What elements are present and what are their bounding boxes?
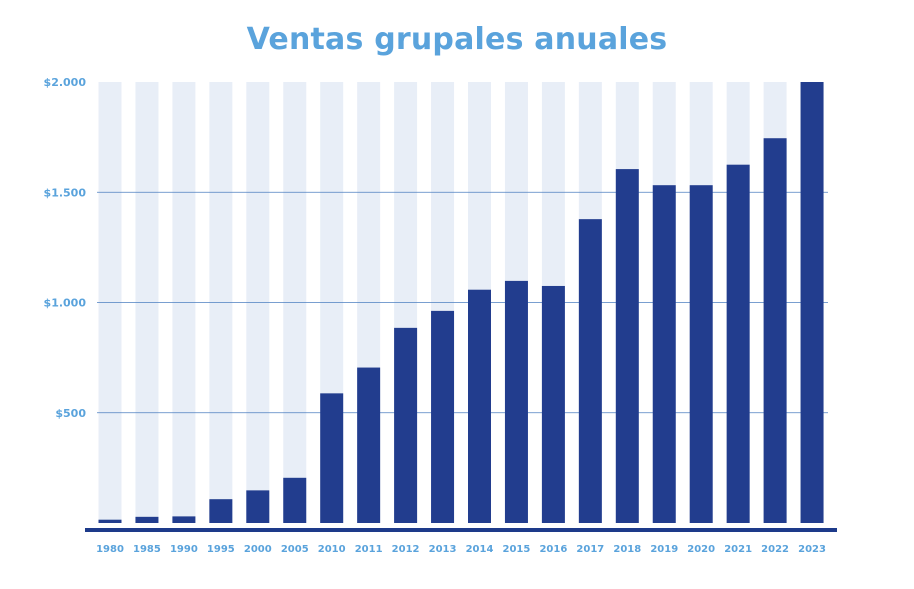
bar-2012 [394,327,418,523]
x-tick-label: 2011 [355,544,383,555]
x-axis-baseline [85,528,837,532]
x-axis-tick-labels: 1980 1985 1990 1995 2000 2005 2010 2011 2012 2013… [96,544,826,555]
x-tick-label: 2022 [761,544,789,555]
bar-2019 [652,185,676,523]
x-tick-label: 2015 [503,544,531,555]
bar-1980 [98,519,122,523]
x-tick-label: 2020 [687,544,715,555]
bar-2011 [357,367,381,523]
bar-1995 [209,499,233,523]
bar-2005 [283,477,307,523]
x-tick-label: 2017 [576,544,604,555]
bar-2013 [431,310,455,523]
x-tick-label: 1985 [133,544,161,555]
y-axis-tick-labels: $500 $1.000 $1.500 $2.000 [44,76,87,420]
bars [98,82,824,524]
bar-2014 [468,289,491,523]
x-tick-label: 2023 [798,544,826,555]
bar-1990 [172,516,196,523]
bar-2020 [689,185,713,523]
bar-2023 [800,82,824,523]
x-tick-label: 2013 [429,544,457,555]
y-tick-label: $1.500 [44,186,87,199]
x-tick-label: 2014 [466,544,494,555]
x-tick-label: 2021 [724,544,752,555]
x-tick-label: 2018 [613,544,641,555]
x-tick-label: 2019 [650,544,678,555]
x-tick-label: 2005 [281,544,309,555]
bar-2022 [763,138,787,524]
bar-2017 [578,219,602,523]
x-tick-label: 2000 [244,544,272,555]
x-tick-label: 2016 [539,544,567,555]
bar-2000 [246,490,270,523]
y-tick-label: $1.000 [44,297,87,310]
x-tick-label: 1980 [96,544,124,555]
bar-2021 [726,164,750,523]
chart-title: Ventas grupales anuales [246,22,668,57]
x-tick-label: 1995 [207,544,235,555]
y-tick-label: $500 [55,407,86,420]
x-tick-label: 2010 [318,544,346,555]
bar-1985 [135,516,159,523]
x-tick-label: 1990 [170,544,198,555]
bar-2018 [615,169,639,523]
gridlines [97,191,828,414]
y-tick-label: $2.000 [44,76,87,89]
bar-2015 [504,280,528,523]
bar-2016 [541,285,565,523]
bar-2010 [320,393,344,523]
x-tick-label: 2012 [392,544,420,555]
baseline [85,528,837,532]
